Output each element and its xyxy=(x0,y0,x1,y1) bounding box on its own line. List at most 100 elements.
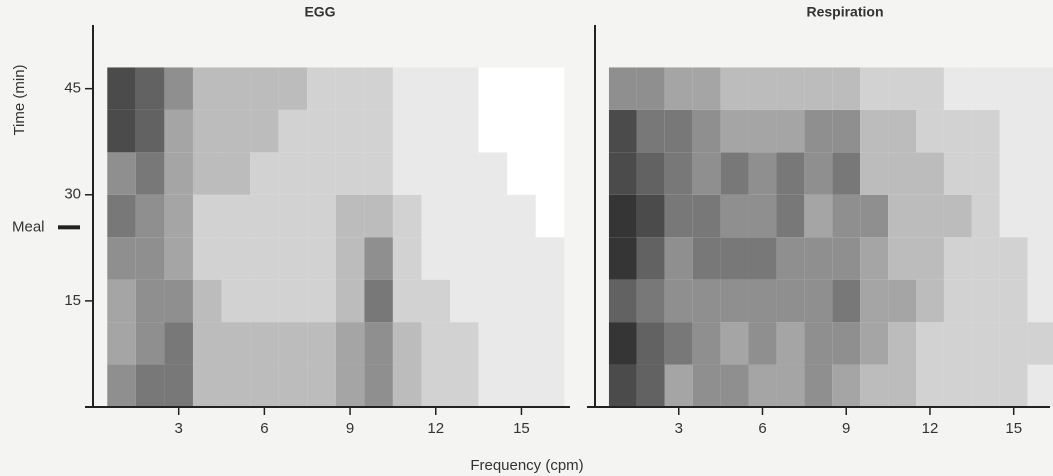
heat-cell xyxy=(943,237,972,280)
heat-cell xyxy=(888,194,917,238)
x-tick-label: 9 xyxy=(346,420,354,437)
heat-cell xyxy=(392,152,422,195)
heat-cell xyxy=(999,237,1028,280)
heat-cell xyxy=(916,194,944,238)
heat-cell xyxy=(971,67,1000,110)
heat-cell xyxy=(748,152,777,195)
heat-cell xyxy=(535,194,565,238)
heat-cell xyxy=(971,109,1000,153)
heat-cell xyxy=(636,322,665,365)
heat-cell xyxy=(107,194,136,238)
heat-cell xyxy=(916,364,944,407)
heat-cell xyxy=(450,152,479,195)
x-axis-label: Frequency (cpm) xyxy=(470,457,583,474)
heat-cell xyxy=(692,109,721,153)
x-tick-label: 3 xyxy=(675,420,683,437)
heat-cell xyxy=(804,67,833,110)
heat-cell xyxy=(608,67,637,110)
heat-cell xyxy=(664,322,693,365)
heat-cell xyxy=(748,279,777,323)
heat-cell xyxy=(135,279,165,323)
heat-cell xyxy=(135,322,165,365)
heat-cell xyxy=(135,152,165,195)
heat-cell xyxy=(421,237,451,280)
heat-cell xyxy=(916,152,944,195)
x-tick-label: 6 xyxy=(758,420,766,437)
heat-cell xyxy=(335,194,365,238)
heat-cell xyxy=(804,194,833,238)
heat-cell xyxy=(943,67,972,110)
heat-cell xyxy=(507,109,536,153)
heat-cell xyxy=(943,279,972,323)
x-tick-label: 9 xyxy=(842,420,850,437)
heat-cell xyxy=(1027,67,1053,110)
heat-cell xyxy=(364,364,393,407)
heat-cell xyxy=(832,109,861,153)
heat-cell xyxy=(221,364,251,407)
heat-cell xyxy=(135,237,165,280)
heat-cell xyxy=(720,237,749,280)
heat-cell xyxy=(278,109,308,153)
heat-cell xyxy=(832,364,861,407)
heat-cell xyxy=(250,194,279,238)
heat-cell xyxy=(478,322,508,365)
heat-cell xyxy=(608,237,637,280)
heat-cell xyxy=(164,322,193,365)
heat-cell xyxy=(478,152,508,195)
heat-cell xyxy=(221,194,251,238)
heat-cell xyxy=(250,237,279,280)
heat-cell xyxy=(664,152,693,195)
heat-cell xyxy=(776,194,805,238)
heat-cell xyxy=(971,364,1000,407)
heat-cell xyxy=(943,109,972,153)
heat-cell xyxy=(971,237,1000,280)
annotation: Meal xyxy=(12,218,45,235)
heat-cell xyxy=(507,279,536,323)
heat-cell xyxy=(278,322,308,365)
heat-cell xyxy=(392,364,422,407)
heat-cell xyxy=(720,67,749,110)
heat-cell xyxy=(450,194,479,238)
heat-cell xyxy=(832,67,861,110)
heat-cell xyxy=(943,194,972,238)
heat-cell xyxy=(860,279,889,323)
heat-cell xyxy=(999,109,1028,153)
heat-cell xyxy=(135,194,165,238)
heat-cell xyxy=(608,364,637,407)
heat-cell xyxy=(135,67,165,110)
heat-cell xyxy=(221,152,251,195)
heat-cell xyxy=(748,364,777,407)
heat-cell xyxy=(804,237,833,280)
heat-cell xyxy=(535,152,565,195)
heat-cell xyxy=(364,322,393,365)
y-axis-label: Time (min) xyxy=(11,64,28,135)
heat-cell xyxy=(535,322,565,365)
heat-cell xyxy=(636,194,665,238)
heat-cell xyxy=(776,364,805,407)
y-tick-label: 15 xyxy=(64,292,81,309)
heat-cell xyxy=(364,279,393,323)
heat-cell xyxy=(278,67,308,110)
heat-cell xyxy=(888,237,917,280)
heat-cell xyxy=(720,152,749,195)
heat-cell xyxy=(748,194,777,238)
heat-cell xyxy=(664,364,693,407)
heat-cell xyxy=(421,364,451,407)
heat-cell xyxy=(278,194,308,238)
heat-cell xyxy=(478,279,508,323)
x-tick-label: 12 xyxy=(922,420,939,437)
heat-cell xyxy=(776,152,805,195)
heat-cell xyxy=(478,109,508,153)
heat-cell xyxy=(107,279,136,323)
heat-cell xyxy=(720,279,749,323)
heat-cell xyxy=(250,109,279,153)
heat-cell xyxy=(692,67,721,110)
heat-cell xyxy=(192,279,222,323)
heat-cell xyxy=(364,194,393,238)
panel-title: Respiration xyxy=(806,4,883,20)
heat-cell xyxy=(107,364,136,407)
heat-cell xyxy=(804,109,833,153)
heat-cell xyxy=(636,67,665,110)
heat-cell xyxy=(748,67,777,110)
heat-cell xyxy=(1027,109,1053,153)
